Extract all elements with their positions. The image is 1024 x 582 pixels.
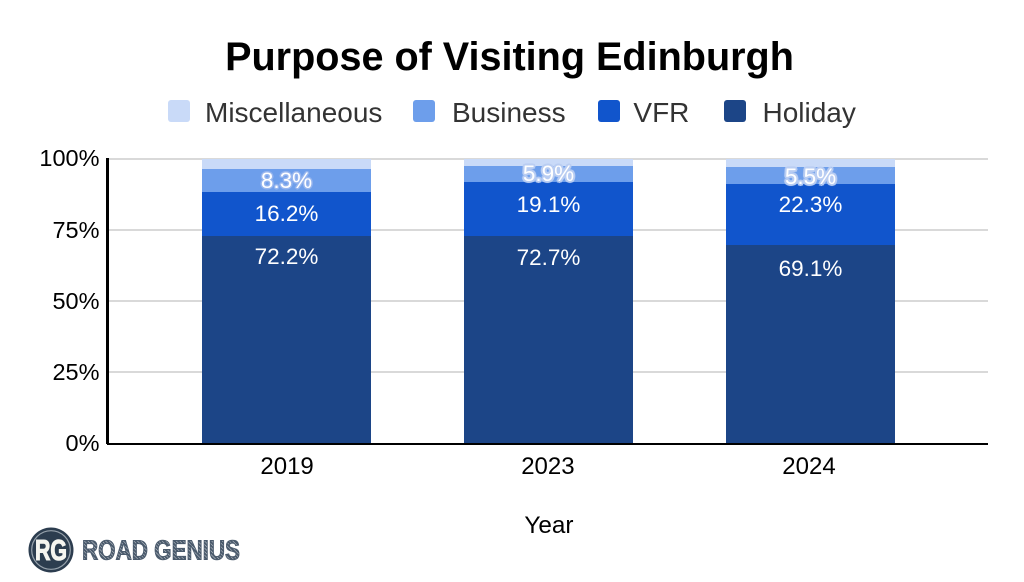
- svg-text:RG: RG: [35, 535, 67, 567]
- svg-text:ROAD GENIUS: ROAD GENIUS: [82, 535, 240, 566]
